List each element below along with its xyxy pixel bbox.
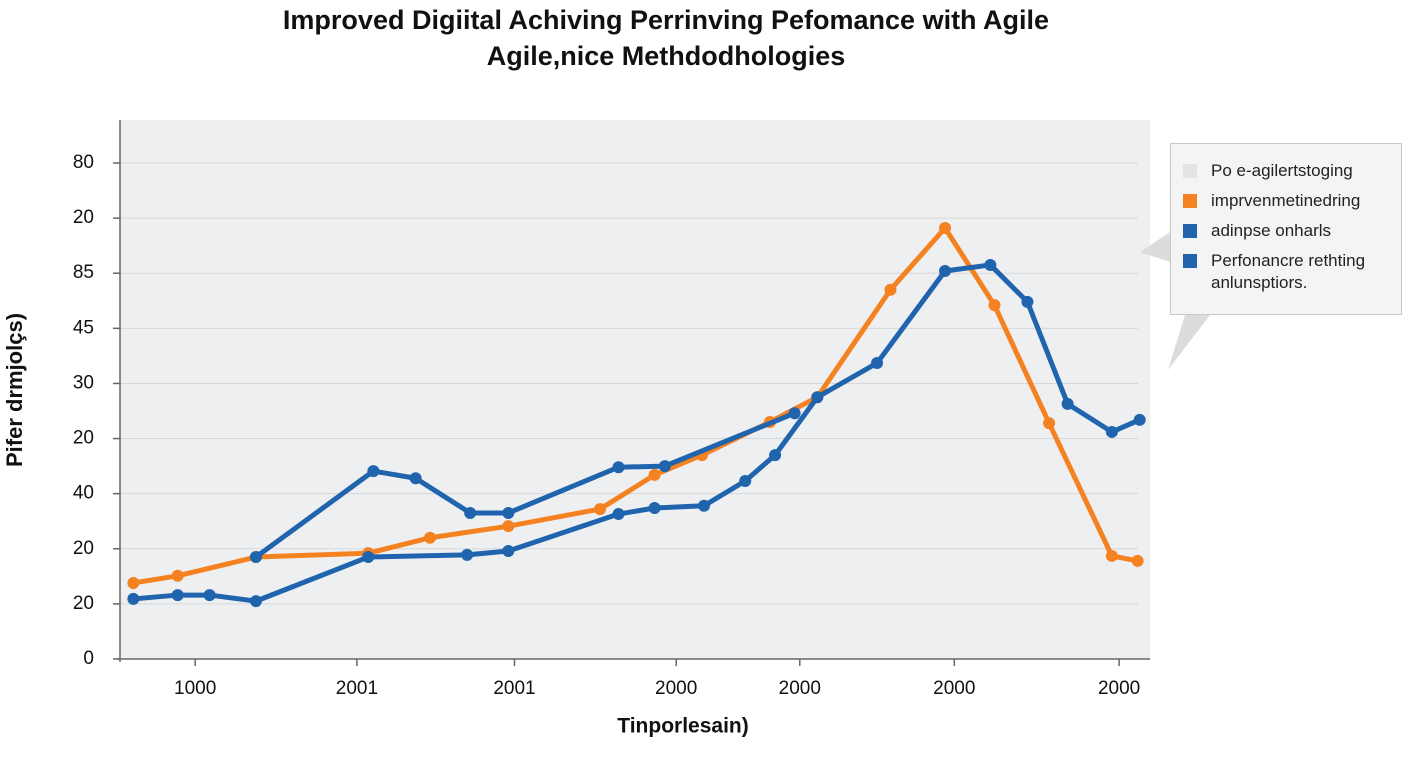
y-axis-label: Pifer drmjolçs) — [2, 313, 27, 467]
point — [788, 407, 801, 420]
point — [1105, 549, 1118, 562]
legend-item: imprvenmetinedring — [1183, 190, 1391, 212]
y-tick-label: 45 — [73, 317, 94, 338]
point — [127, 576, 140, 589]
y-tick-label: 20 — [73, 538, 94, 559]
legend-item: Po e-agilertstoging — [1183, 160, 1391, 182]
y-tick-label: 80 — [73, 152, 94, 173]
y-tick-label: 85 — [73, 262, 94, 283]
point — [769, 449, 782, 462]
callout-pointer — [1168, 315, 1210, 370]
point — [698, 499, 711, 512]
point — [461, 548, 474, 561]
point — [249, 551, 262, 564]
y-tick-label: 20 — [73, 207, 94, 228]
y-tick-label: 30 — [73, 372, 94, 393]
legend-item: Perfonancre rethting anlunsptiors. — [1183, 250, 1391, 294]
legend-swatch — [1183, 224, 1197, 238]
point — [502, 506, 515, 519]
point — [502, 520, 515, 533]
point — [203, 589, 216, 602]
legend-swatch — [1183, 254, 1197, 268]
point — [127, 592, 140, 605]
point — [464, 506, 477, 519]
point — [939, 222, 952, 235]
x-tick-label: 1000 — [174, 678, 216, 699]
series-line — [254, 410, 796, 560]
point — [658, 460, 671, 473]
legend-swatch — [1183, 194, 1197, 208]
legend-label: adinpse onharls — [1211, 221, 1332, 240]
point — [984, 258, 997, 271]
legend-label: Perfonancre rethting anlunsptiors. — [1211, 251, 1366, 292]
legend: Po e-agilertstoging imprvenmetinedring adi… — [1170, 143, 1402, 315]
y-tick-label: 40 — [73, 483, 94, 504]
chart-title: Improved Digiital Achiving Perrinving Pe… — [0, 2, 1332, 74]
point — [1131, 554, 1144, 567]
point — [593, 503, 606, 516]
point — [249, 595, 262, 608]
y-tick-label: 20 — [73, 593, 94, 614]
point — [811, 391, 824, 404]
y-tick-label: 20 — [73, 428, 94, 449]
point — [1043, 417, 1056, 430]
point — [1021, 295, 1034, 308]
y-tick-label: 0 — [83, 648, 94, 669]
point — [612, 508, 625, 521]
x-axis-label: Tinporlesain) — [617, 715, 748, 738]
point — [739, 474, 752, 487]
point — [648, 468, 661, 481]
point — [171, 589, 184, 602]
point — [871, 357, 884, 370]
plot-background — [120, 120, 1150, 659]
callout-pointer — [1140, 232, 1170, 262]
point — [502, 544, 515, 557]
point — [1133, 413, 1146, 426]
x-tick-label: 2000 — [779, 678, 821, 699]
x-tick-label: 2000 — [1098, 678, 1140, 699]
point — [648, 501, 661, 514]
point — [367, 465, 380, 478]
point — [939, 265, 952, 278]
title-line: Improved Digiital Achiving Perrinving Pe… — [282, 5, 1050, 35]
legend-item: adinpse onharls — [1183, 220, 1391, 242]
point — [988, 299, 1001, 312]
series-line — [133, 262, 1141, 604]
point — [424, 531, 437, 544]
legend-label: imprvenmetinedring — [1211, 191, 1361, 210]
point — [1061, 397, 1074, 410]
legend-label: Po e-agilertstoging — [1211, 161, 1353, 180]
point — [612, 461, 625, 474]
point — [884, 283, 897, 296]
x-tick-label: 2001 — [336, 678, 378, 699]
point — [171, 569, 184, 582]
point — [1105, 425, 1118, 438]
grid — [120, 162, 1138, 605]
x-tick-label: 2001 — [493, 678, 535, 699]
point — [362, 551, 375, 564]
legend-swatch — [1183, 164, 1197, 178]
x-tick-label: 2000 — [655, 678, 697, 699]
point — [409, 472, 422, 485]
lines — [127, 222, 1146, 608]
x-tick-label: 2000 — [933, 678, 975, 699]
title-line: Agile,nice Methdodhologies — [486, 41, 846, 71]
